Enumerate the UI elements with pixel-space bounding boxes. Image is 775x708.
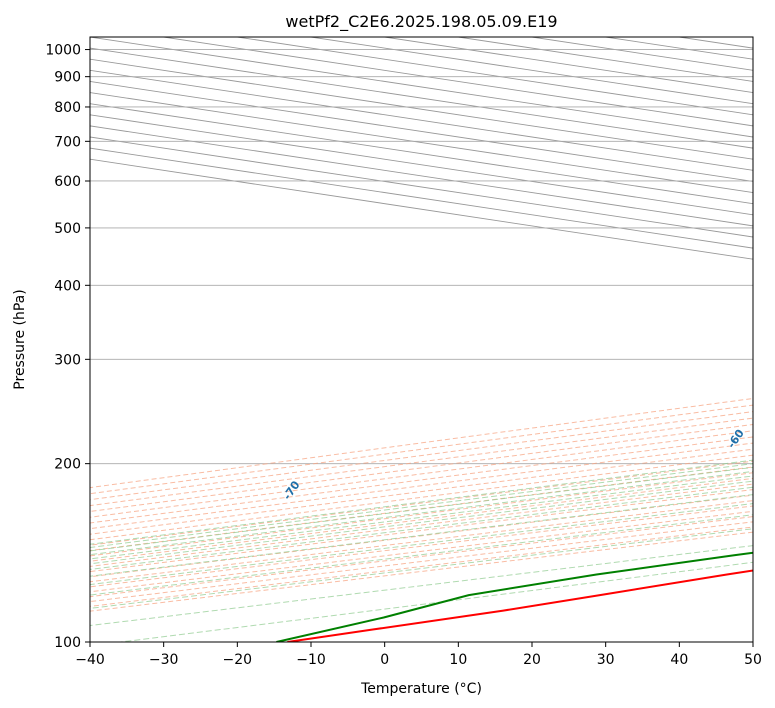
x-tick-label: 30: [597, 652, 615, 668]
x-tick-label: −20: [223, 652, 253, 668]
x-tick-label: 40: [670, 652, 688, 668]
x-tick-label: 0: [380, 652, 389, 668]
isotherm: [90, 103, 753, 205]
y-tick-label: 100: [54, 635, 81, 651]
x-tick-label: 20: [523, 652, 541, 668]
y-tick-label: 600: [54, 174, 81, 190]
plot-frame: [89, 36, 754, 643]
x-tick-label: 10: [449, 652, 467, 668]
y-axis-ticks: 100 200 300 400 500 600 700 800 900 1000: [45, 43, 90, 651]
y-tick-label: 1000: [45, 43, 81, 59]
isotherm: [90, 125, 753, 227]
isotherm: [90, 47, 753, 149]
x-axis-ticks: −40 −30 −20 −10 0 10 20 30 40 50: [75, 642, 762, 668]
y-axis-label: Pressure (hPa): [12, 289, 28, 389]
isotherm: [90, 69, 753, 171]
y-tick-label: 200: [54, 457, 81, 473]
pressure-gridlines: [90, 49, 753, 642]
x-axis-label: Temperature (°C): [360, 681, 482, 697]
y-tick-label: 500: [54, 221, 81, 237]
x-tick-label: −40: [75, 652, 105, 668]
y-tick-label: 800: [54, 100, 81, 116]
y-tick-label: 700: [54, 134, 81, 150]
isotherm: [90, 58, 753, 160]
isotherm: [90, 80, 753, 182]
x-tick-label: 50: [744, 652, 762, 668]
isotherm: [90, 92, 753, 194]
isotherm: [90, 114, 753, 216]
isotherm-lines: [90, 37, 753, 260]
x-tick-label: −10: [296, 652, 326, 668]
chart-title: wetPf2_C2E6.2025.198.05.09.E19: [285, 12, 557, 32]
y-tick-label: 300: [54, 352, 81, 368]
x-tick-label: −30: [149, 652, 179, 668]
y-tick-label: 400: [54, 278, 81, 294]
y-tick-label: 900: [54, 70, 81, 86]
isotherm: [90, 136, 753, 238]
